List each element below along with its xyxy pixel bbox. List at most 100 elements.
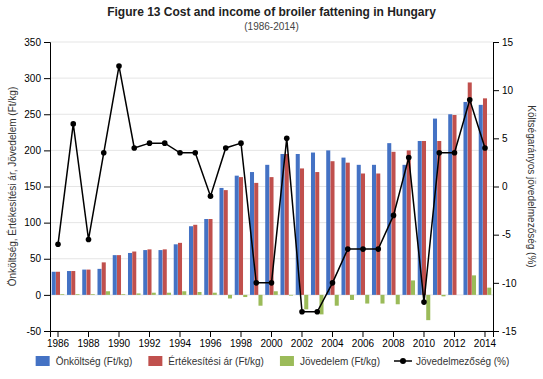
line [58,66,485,312]
tick-label: 250 [24,109,41,120]
tick-mark [271,331,272,337]
tick-mark [493,331,499,332]
marker [238,140,244,146]
tick: 300 [24,73,50,84]
tick: 2000 [260,331,283,349]
bar [82,270,86,295]
bar [163,249,167,295]
tick-label: 2008 [382,338,405,349]
marker [162,140,168,146]
bar [346,163,350,295]
tick-label: 1994 [169,338,192,349]
bar [487,288,491,295]
bar [174,244,178,295]
bar [143,250,147,295]
x-axis: 1986198819901992199419961998200020022004… [47,331,497,349]
bar [483,98,487,295]
legend-label: Önköltség (Ft/kg) [56,356,133,367]
bar [304,295,308,309]
legend-swatch [148,356,162,366]
bar [117,255,121,295]
tick-label: 100 [24,217,41,228]
tick-mark [58,331,59,337]
bar [197,292,201,295]
grid-line [50,114,493,115]
bar [86,270,90,295]
bar [56,272,60,295]
marker [436,150,442,156]
legend-label: Jövedelem (Ft/kg) [300,356,380,367]
bar [357,165,361,295]
marker [208,193,214,199]
bar [411,280,415,294]
legend-item: Önköltség (Ft/kg) [36,356,133,367]
marks [52,63,492,320]
marker [177,150,183,156]
tick: 1992 [138,331,161,349]
tick-mark [44,114,50,115]
tick: 2010 [413,331,436,349]
tick: 200 [24,145,50,156]
grid-line [50,42,493,43]
tick-label: 150 [24,181,41,192]
tick-label: 2000 [260,338,283,349]
bar [75,294,79,296]
bar [71,271,75,295]
bar [391,152,395,295]
bar [285,154,289,295]
tick-label: 300 [24,73,41,84]
bar-series [56,82,487,294]
tick-label: 2014 [474,338,497,349]
bar [152,293,156,295]
tick-mark [493,42,499,43]
marker [375,246,381,252]
tick-mark [210,331,211,337]
bar [189,226,193,295]
tick-label: 5 [502,133,508,144]
marker [482,145,488,151]
bar [372,165,376,295]
marker [55,242,61,248]
title: Figure 13 Cost and income of broiler fat… [107,5,436,19]
bar [361,173,365,294]
tick: 0 [493,181,508,192]
bar [243,295,247,297]
tick: 250 [24,109,50,120]
bar [219,188,223,295]
marker [330,280,336,286]
marker [391,213,397,219]
bar [182,291,186,295]
marker [406,155,412,161]
tick-mark [493,90,499,91]
chart: Figure 13 Cost and income of broiler fat… [0,0,543,379]
tick: -10 [493,278,517,289]
tick-label: -5 [502,229,511,240]
tick: 0 [35,290,50,301]
bar [452,115,456,295]
tick-mark [484,331,485,337]
bar [311,153,315,295]
marker [101,150,107,156]
marker [269,280,275,286]
bar [335,295,339,306]
bar [289,294,293,296]
tick-mark [44,259,50,260]
bar [106,291,110,295]
tick-mark [44,78,50,79]
marker [421,299,427,305]
bar [387,143,391,295]
tick-mark [493,235,499,236]
bar [136,293,140,294]
bar [97,269,101,295]
tick: 2014 [474,331,497,349]
legend: Önköltség (Ft/kg)Értékesítési ár (Ft/kg)… [36,355,510,367]
bar [67,271,71,295]
bar [235,176,239,295]
marker [147,140,153,146]
tick-label: 1986 [47,338,70,349]
marker [86,237,92,243]
tick: 350 [24,37,50,48]
tick-mark [241,331,242,337]
tick-label: 2010 [413,338,436,349]
tick: -15 [493,326,517,337]
